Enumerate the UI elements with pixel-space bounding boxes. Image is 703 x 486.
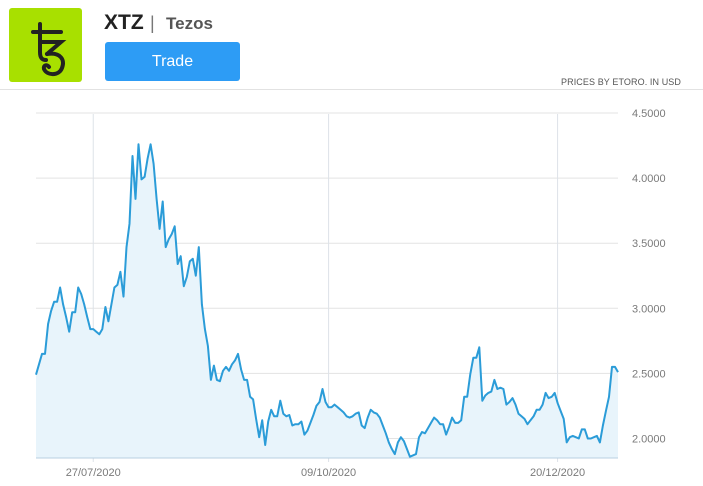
x-tick-label: 09/10/2020 bbox=[301, 467, 356, 479]
x-tick-label: 27/07/2020 bbox=[66, 467, 121, 479]
tezos-logo bbox=[9, 8, 82, 82]
price-line bbox=[35, 143, 619, 458]
y-tick-label: 4.5000 bbox=[632, 108, 666, 120]
trade-button[interactable]: Trade bbox=[105, 42, 240, 81]
y-tick-label: 3.5000 bbox=[632, 238, 666, 250]
title-separator: | bbox=[150, 13, 155, 33]
y-tick-label: 4.0000 bbox=[632, 173, 666, 185]
header-divider bbox=[0, 89, 703, 90]
price-source-note: PRICES BY ETORO. IN USD bbox=[561, 77, 681, 87]
y-tick-label: 3.0000 bbox=[632, 303, 666, 315]
tezos-logo-icon bbox=[9, 8, 82, 82]
x-tick-label: 20/12/2020 bbox=[530, 467, 585, 479]
y-tick-label: 2.5000 bbox=[632, 368, 666, 380]
asset-name: Tezos bbox=[166, 14, 213, 33]
price-area bbox=[36, 144, 618, 459]
y-tick-label: 2.0000 bbox=[632, 433, 666, 445]
asset-symbol: XTZ bbox=[104, 11, 144, 34]
